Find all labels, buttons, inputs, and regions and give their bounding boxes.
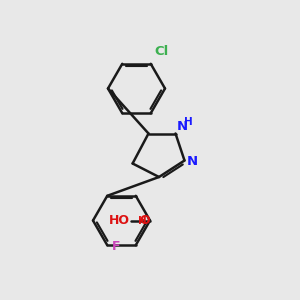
Text: O: O xyxy=(140,214,150,227)
Text: F: F xyxy=(112,240,120,253)
Text: H: H xyxy=(184,117,193,127)
Text: HO: HO xyxy=(109,214,130,227)
Text: N: N xyxy=(187,155,198,168)
Text: N: N xyxy=(177,120,188,133)
Text: H: H xyxy=(138,215,146,226)
Text: Cl: Cl xyxy=(154,45,169,58)
